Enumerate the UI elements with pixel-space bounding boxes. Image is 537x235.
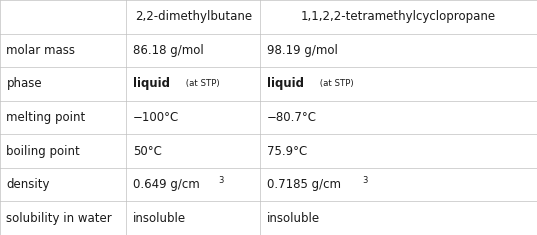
- Text: density: density: [6, 178, 50, 191]
- Text: 50°C: 50°C: [133, 145, 162, 158]
- Text: insoluble: insoluble: [133, 212, 186, 225]
- Text: boiling point: boiling point: [6, 145, 80, 158]
- Text: (at STP): (at STP): [317, 79, 354, 88]
- Text: melting point: melting point: [6, 111, 86, 124]
- Text: molar mass: molar mass: [6, 44, 75, 57]
- Text: 1,1,2,2-tetramethylcyclopropane: 1,1,2,2-tetramethylcyclopropane: [301, 10, 496, 23]
- Text: 2,2-dimethylbutane: 2,2-dimethylbutane: [135, 10, 252, 23]
- Text: insoluble: insoluble: [267, 212, 320, 225]
- Text: phase: phase: [6, 77, 42, 90]
- Text: 75.9°C: 75.9°C: [267, 145, 307, 158]
- Text: 86.18 g/mol: 86.18 g/mol: [133, 44, 204, 57]
- Text: liquid: liquid: [267, 77, 304, 90]
- Text: (at STP): (at STP): [183, 79, 220, 88]
- Text: 0.7185 g/cm: 0.7185 g/cm: [267, 178, 341, 191]
- Text: 0.649 g/cm: 0.649 g/cm: [133, 178, 199, 191]
- Text: 98.19 g/mol: 98.19 g/mol: [267, 44, 338, 57]
- Text: liquid: liquid: [133, 77, 170, 90]
- Text: 3: 3: [219, 176, 224, 185]
- Text: −100°C: −100°C: [133, 111, 179, 124]
- Text: solubility in water: solubility in water: [6, 212, 112, 225]
- Text: −80.7°C: −80.7°C: [267, 111, 317, 124]
- Text: 3: 3: [362, 176, 368, 185]
